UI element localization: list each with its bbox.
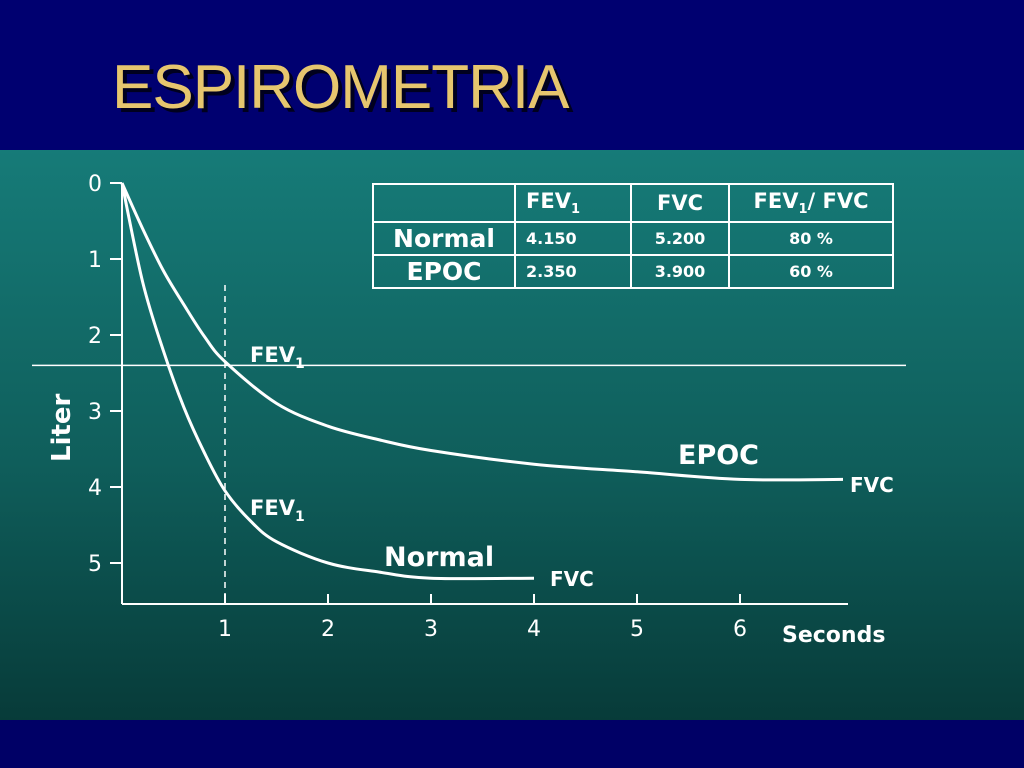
y-axis-label: Liter bbox=[47, 393, 77, 462]
x-axis-label: Seconds bbox=[782, 623, 885, 648]
fvc-label-normal: FVC bbox=[550, 567, 594, 591]
chart-labels: Liter Seconds EPOC Normal FVC FVC FEV1 F… bbox=[47, 343, 894, 648]
x-tick-label: 4 bbox=[527, 617, 541, 642]
table-header-fev1: FEV1 bbox=[514, 183, 632, 223]
cell-fev1-normal: 4.150 bbox=[514, 221, 632, 256]
fvc-label-epoc: FVC bbox=[850, 473, 894, 497]
series-line-normal bbox=[120, 182, 535, 581]
table-header-row: FEV1 FVC FEV1/ FVC bbox=[372, 183, 894, 223]
header-band bbox=[0, 0, 1024, 150]
fev1-label-normal-main: FEV bbox=[250, 496, 296, 520]
fev1-label-normal: FEV1 bbox=[250, 496, 305, 525]
row-label-normal: Normal bbox=[372, 221, 516, 256]
cell-ratio-normal: 80 % bbox=[728, 221, 894, 256]
y-tick-label: 5 bbox=[88, 552, 102, 577]
table-header-empty bbox=[372, 183, 516, 223]
ratio-header-sub: 1 bbox=[798, 202, 808, 218]
slide-title: ESPIROMETRIA bbox=[112, 53, 570, 122]
fev1-header-sub: 1 bbox=[570, 202, 580, 218]
results-table: FEV1 FVC FEV1/ FVC Normal 4.150 5.200 80… bbox=[372, 183, 894, 289]
y-tick-label: 4 bbox=[88, 476, 102, 501]
series-lines bbox=[120, 182, 844, 581]
axes: 0 1 2 3 4 5 1 2 3 4 5 6 bbox=[32, 172, 906, 642]
ratio-header-text-b: / FVC bbox=[807, 188, 869, 213]
cell-fvc-normal: 5.200 bbox=[630, 221, 730, 256]
fev1-label-epoc: FEV1 bbox=[250, 343, 305, 372]
y-tick-label: 0 bbox=[88, 172, 102, 197]
x-tick-label: 6 bbox=[733, 617, 747, 642]
fev1-label-epoc-sub: 1 bbox=[295, 356, 305, 372]
ratio-header-text: FEV bbox=[753, 188, 799, 213]
x-tick-label: 2 bbox=[321, 617, 335, 642]
x-tick-label: 1 bbox=[218, 617, 232, 642]
y-tick-label: 3 bbox=[88, 400, 102, 425]
y-tick-label: 1 bbox=[88, 248, 102, 273]
fev1-label-normal-sub: 1 bbox=[295, 509, 305, 525]
x-tick-label: 3 bbox=[424, 617, 438, 642]
table-row: Normal 4.150 5.200 80 % bbox=[372, 221, 894, 256]
series-line-epoc bbox=[120, 182, 844, 482]
row-label-epoc: EPOC bbox=[372, 254, 516, 289]
fev1-label-epoc-main: FEV bbox=[250, 343, 296, 367]
y-tick-label: 2 bbox=[88, 324, 102, 349]
table-header-fvc: FVC bbox=[630, 183, 730, 223]
series-name-epoc: EPOC bbox=[678, 440, 759, 471]
table-header-ratio: FEV1/ FVC bbox=[728, 183, 894, 223]
series-name-normal: Normal bbox=[384, 542, 494, 573]
cell-ratio-epoc: 60 % bbox=[728, 254, 894, 289]
table-row: EPOC 2.350 3.900 60 % bbox=[372, 254, 894, 289]
fev1-header-text: FEV bbox=[526, 188, 571, 213]
cell-fvc-epoc: 3.900 bbox=[630, 254, 730, 289]
cell-fev1-epoc: 2.350 bbox=[514, 254, 632, 289]
x-tick-label: 5 bbox=[630, 617, 644, 642]
footer-band bbox=[0, 720, 1024, 768]
